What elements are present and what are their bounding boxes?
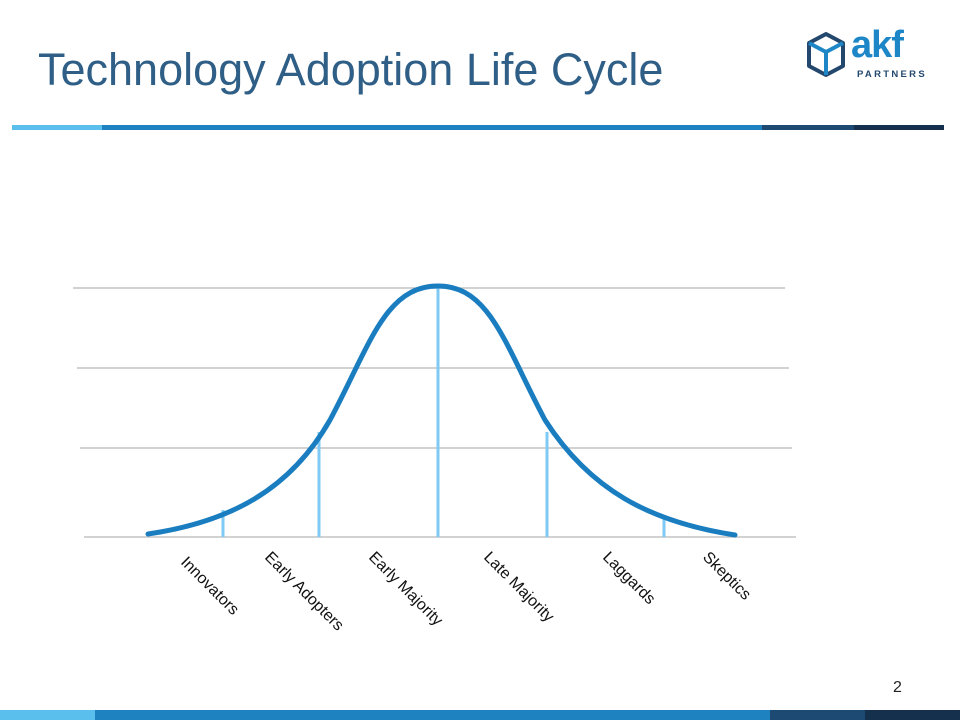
title-underline-dark bbox=[762, 125, 854, 130]
bell-curve bbox=[145, 283, 738, 538]
page-number: 2 bbox=[893, 679, 902, 696]
segment-label-early-adopters: Early Adopters bbox=[261, 549, 347, 635]
footer-bar-light bbox=[0, 710, 95, 720]
segment-label-late-majority: Late Majority bbox=[480, 549, 557, 626]
footer-bar-navy bbox=[865, 710, 960, 720]
title-underline-light bbox=[12, 125, 102, 130]
title-underline-mid bbox=[102, 125, 762, 130]
cube-icon bbox=[807, 32, 845, 77]
footer-bar-mid bbox=[95, 710, 770, 720]
slide-title: Technology Adoption Life Cycle bbox=[38, 44, 664, 95]
logo-subtitle-text: PARTNERS bbox=[857, 69, 927, 80]
logo-brand-text: akf bbox=[851, 24, 904, 66]
segment-label-innovators: Innovators bbox=[177, 554, 242, 619]
footer-bar-dark bbox=[770, 710, 865, 720]
segment-label-laggards: Laggards bbox=[599, 549, 658, 608]
akf-partners-logo: akf PARTNERS bbox=[806, 24, 936, 84]
segment-label-skeptics: Skeptics bbox=[699, 549, 754, 604]
title-underline-navy bbox=[854, 125, 944, 130]
segment-label-early-majority: Early Majority bbox=[365, 549, 446, 630]
